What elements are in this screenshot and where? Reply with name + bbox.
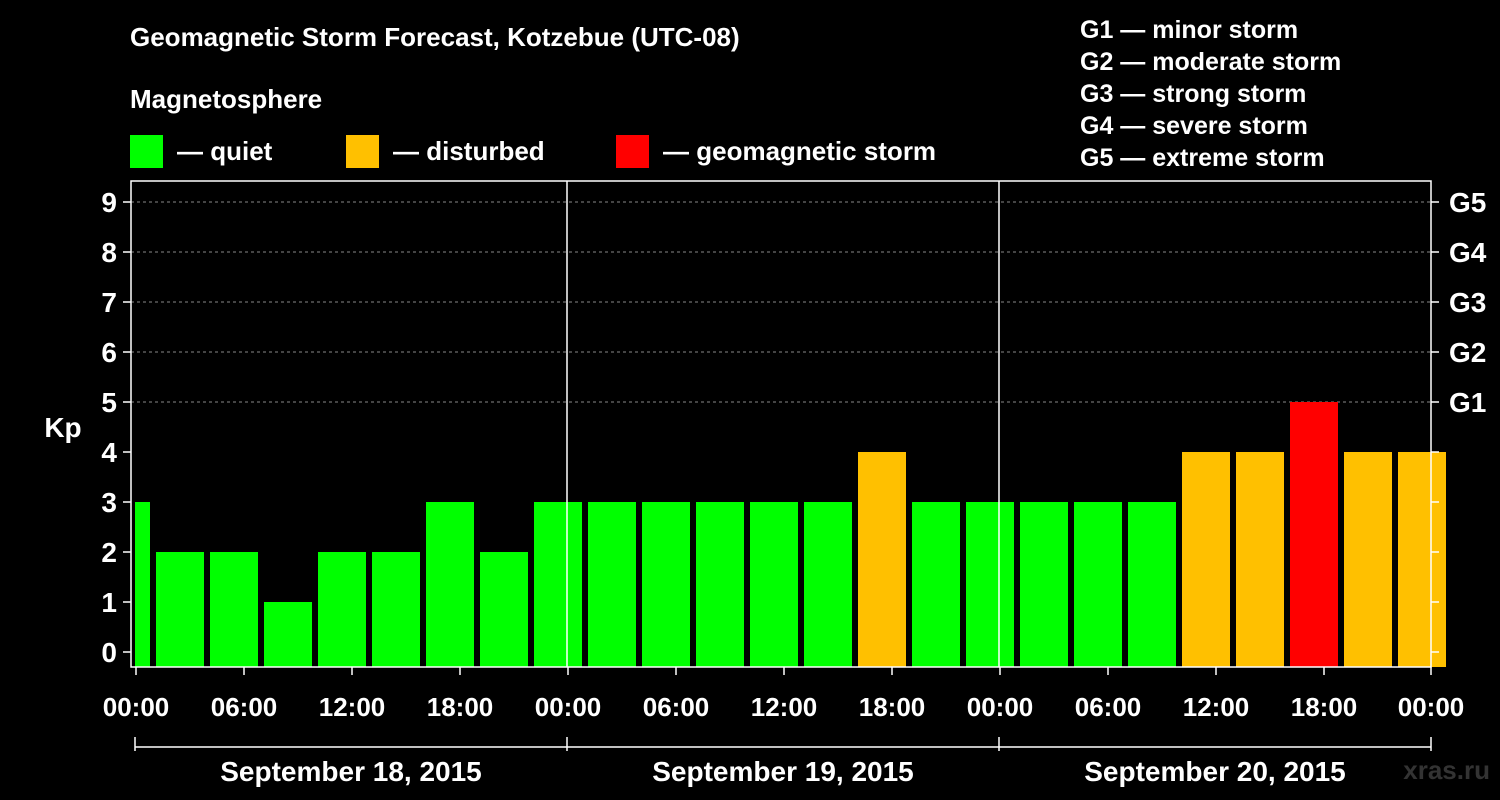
xtick-label-8: 00:00: [967, 692, 1034, 722]
kp-bar-15: [912, 502, 960, 667]
kp-bar-12: [750, 502, 798, 667]
legend-disturbed: — disturbed: [346, 134, 545, 168]
kp-bar-10: [642, 502, 690, 667]
xtick-label-0: 00:00: [103, 692, 170, 722]
y-axis-label: Kp: [44, 412, 81, 443]
ytick-label-6: 6: [101, 337, 117, 368]
legend-storm: — geomagnetic storm: [616, 134, 936, 168]
kp-bar-24: [1398, 452, 1446, 667]
legend-swatch-quiet: [130, 134, 163, 168]
ytick-label-7: 7: [101, 287, 117, 318]
ytick-label-0: 0: [101, 637, 117, 668]
g-label-g2: G2: [1449, 337, 1486, 368]
legend-label-disturbed: — disturbed: [393, 135, 545, 166]
xtick-label-6: 12:00: [751, 692, 818, 722]
kp-bar-21: [1236, 452, 1284, 667]
xtick-label-9: 06:00: [1075, 692, 1142, 722]
storm-scale-g1: G1 — minor storm: [1080, 16, 1299, 44]
xtick-label-10: 12:00: [1183, 692, 1250, 722]
axis-labels: 0 1 2 3 4 5 6 7 8 9 G1 G2 G3 G4 G5 Kp 00:00 06:00 12:00 18:…: [44, 187, 1486, 787]
xtick-label-2: 12:00: [319, 692, 386, 722]
g-label-g1: G1: [1449, 387, 1486, 418]
kp-bar-20: [1182, 452, 1230, 667]
storm-scale-list: G1 — minor storm G2 — moderate storm G3 …: [1080, 14, 1341, 174]
g-label-g3: G3: [1449, 287, 1486, 318]
g-label-g4: G4: [1449, 237, 1487, 268]
axes: [123, 180, 1439, 751]
ytick-label-5: 5: [101, 387, 117, 418]
legend-swatch-disturbed: [346, 134, 379, 168]
day-label-1: September 19, 2015: [652, 756, 914, 787]
kp-bar-1: [156, 552, 204, 667]
xtick-label-11: 18:00: [1291, 692, 1358, 722]
legend-quiet: — quiet: [130, 134, 272, 168]
kp-bar-13: [804, 502, 852, 667]
kp-bar-3: [264, 602, 312, 667]
grid-lines: [131, 201, 1431, 403]
storm-scale-g5: G5 — extreme storm: [1080, 144, 1325, 172]
kp-bar-19: [1128, 502, 1176, 667]
kp-bars: [135, 402, 1446, 667]
xtick-label-7: 18:00: [859, 692, 926, 722]
kp-bar-11: [696, 502, 744, 667]
kp-bar-16: [966, 502, 1014, 667]
chart-title: Geomagnetic Storm Forecast, Kotzebue (UT…: [130, 22, 740, 52]
storm-scale-g3: G3 — strong storm: [1080, 80, 1307, 108]
xtick-label-5: 06:00: [643, 692, 710, 722]
watermark: xras.ru: [1403, 755, 1490, 785]
day-label-0: September 18, 2015: [220, 756, 482, 787]
legend-swatch-storm: [616, 134, 649, 168]
storm-scale-g2: G2 — moderate storm: [1080, 48, 1342, 76]
kp-bar-17: [1020, 502, 1068, 667]
kp-bar-23: [1344, 452, 1392, 667]
kp-bar-18: [1074, 502, 1122, 667]
ytick-label-9: 9: [101, 187, 117, 218]
xtick-label-4: 00:00: [535, 692, 602, 722]
kp-bar-7: [480, 552, 528, 667]
kp-bar-5: [372, 552, 420, 667]
kp-bar-2: [210, 552, 258, 667]
kp-bar-9: [588, 502, 636, 667]
ytick-label-1: 1: [101, 587, 117, 618]
legend-label-quiet: — quiet: [177, 135, 273, 166]
kp-bar-22: [1290, 402, 1338, 667]
storm-scale-g4: G4 — severe storm: [1080, 112, 1308, 140]
kp-bar-8: [534, 502, 582, 667]
g-label-g5: G5: [1449, 187, 1486, 218]
ytick-label-8: 8: [101, 237, 117, 268]
day-label-2: September 20, 2015: [1084, 756, 1346, 787]
kp-bar-4: [318, 552, 366, 667]
xtick-label-12: 00:00: [1398, 692, 1465, 722]
ytick-label-2: 2: [101, 537, 117, 568]
ytick-label-4: 4: [101, 437, 117, 468]
kp-bar-0: [135, 502, 150, 667]
chart-subtitle: Magnetosphere: [130, 84, 323, 114]
xtick-label-3: 18:00: [427, 692, 494, 722]
plot-frame: [130, 180, 1432, 668]
ytick-label-3: 3: [101, 487, 117, 518]
xtick-label-1: 06:00: [211, 692, 278, 722]
legend-label-storm: — geomagnetic storm: [663, 135, 937, 166]
kp-bar-6: [426, 502, 474, 667]
kp-bar-14: [858, 452, 906, 667]
